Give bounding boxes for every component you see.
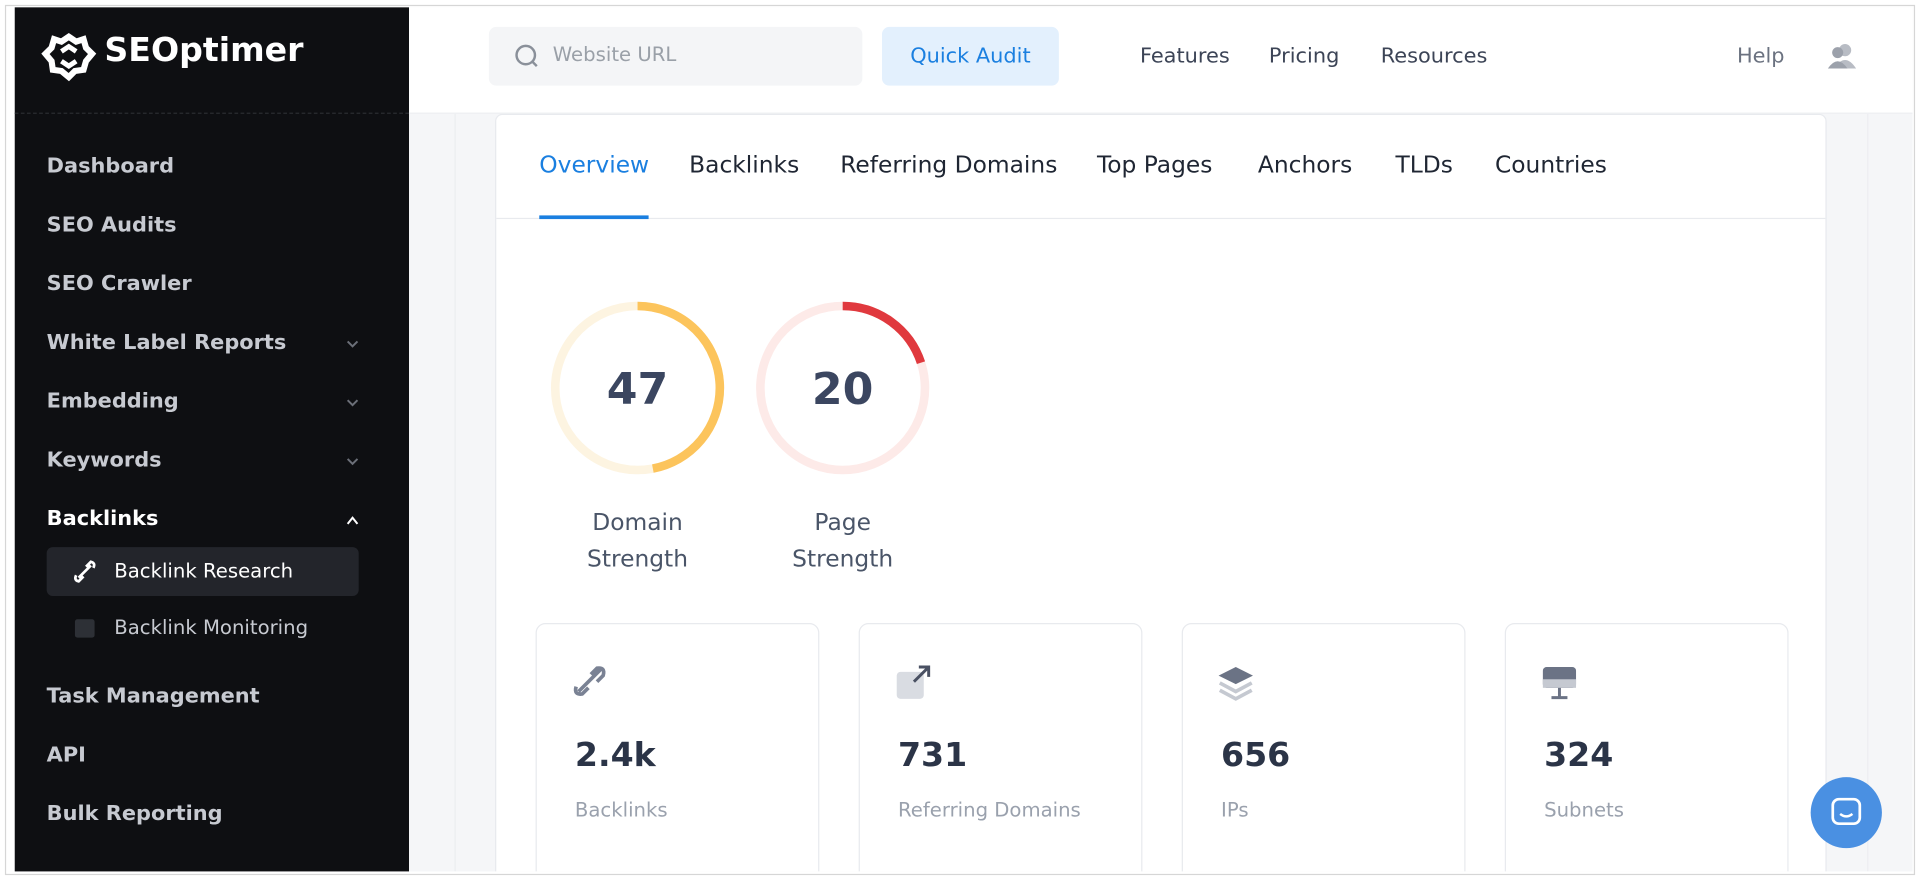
- tab[interactable]: TLDs: [1395, 151, 1453, 179]
- subitem-label[interactable]: Backlink Research: [114, 559, 294, 583]
- stat-value: 731: [897, 736, 968, 775]
- help-link[interactable]: Help: [1736, 44, 1785, 69]
- stat-icon: [573, 666, 606, 696]
- subitem-icon: [74, 560, 96, 583]
- nav-link[interactable]: Features: [1139, 44, 1230, 69]
- logo-icon: [41, 33, 97, 82]
- rule: [454, 112, 456, 872]
- content-card: Overview Backlinks Referring Domains Top Pa…: [495, 113, 1827, 872]
- chevron-path: [346, 340, 359, 348]
- sidebar-item[interactable]: Embedding: [46, 389, 179, 414]
- stat-card: 731 Referring Domains: [858, 622, 1143, 872]
- tab-divider: [496, 217, 1826, 220]
- subitem-icon: [74, 619, 95, 638]
- chevron[interactable]: [346, 339, 359, 349]
- sidebar-subitem[interactable]: Backlink Research: [46, 547, 359, 597]
- icon: [912, 665, 931, 683]
- link-icon: [74, 560, 96, 583]
- main: Website URL Quick Audit Features Pricing R…: [409, 7, 1913, 872]
- rule: [1867, 112, 1869, 872]
- stat-value: 656: [1221, 736, 1291, 775]
- sidebar-item[interactable]: Keywords: [46, 447, 162, 473]
- sidebar-item[interactable]: SEO Crawler: [46, 271, 192, 297]
- tab[interactable]: Overview: [539, 151, 650, 179]
- nav-link[interactable]: Resources: [1380, 44, 1488, 69]
- gauge-arc: [550, 301, 725, 475]
- search-box[interactable]: Website URL: [488, 26, 863, 86]
- gauge-label: Page Strength: [792, 509, 894, 573]
- brand[interactable]: SEOptimer: [104, 31, 304, 70]
- stat-icon: [1542, 667, 1577, 700]
- chart-icon: [74, 619, 95, 638]
- sidebar: SEOptimer Dashboard SEO Audits SEO Crawler…: [14, 7, 410, 872]
- chat-icon: [1831, 797, 1862, 826]
- sidebar-item[interactable]: Bulk Reporting: [46, 801, 223, 827]
- stat-card: 2.4k Backlinks: [535, 622, 820, 872]
- sidebar-item[interactable]: Backlinks: [46, 506, 159, 532]
- chevron-path: [346, 458, 359, 466]
- tab[interactable]: Backlinks: [689, 151, 800, 179]
- icon: [573, 666, 606, 696]
- icon: [1218, 667, 1253, 685]
- stat-label: Referring Domains: [897, 797, 1081, 822]
- icon: [1551, 687, 1568, 700]
- tab[interactable]: Anchors: [1257, 151, 1353, 179]
- frame: [4, 4, 1916, 876]
- sidebar-item[interactable]: Task Management: [46, 684, 260, 709]
- chevron[interactable]: [346, 515, 359, 525]
- gauge-label: Domain Strength: [587, 509, 689, 573]
- stat-icon: [896, 665, 931, 699]
- sidebar-item[interactable]: Dashboard: [46, 154, 175, 179]
- gauges: 47 20: [550, 301, 930, 475]
- chevron[interactable]: [346, 457, 359, 467]
- stat-label: Backlinks: [574, 797, 668, 822]
- subitem-label[interactable]: Backlink Monitoring: [114, 615, 309, 639]
- stat-label: Subnets: [1544, 797, 1625, 822]
- stat-label: IPs: [1221, 797, 1249, 822]
- gauge-value: 47: [607, 364, 669, 415]
- tab[interactable]: Top Pages: [1096, 151, 1213, 179]
- search-placeholder: Website URL: [552, 42, 677, 67]
- sidebar-subitem[interactable]: Backlink Monitoring: [47, 603, 359, 652]
- divider: [14, 112, 410, 114]
- tab-underline: [539, 215, 649, 220]
- stat-value: 324: [1544, 736, 1614, 775]
- quick-audit-button[interactable]: Quick Audit: [881, 26, 1059, 86]
- chat-button[interactable]: [1810, 777, 1882, 849]
- icon: [1218, 681, 1253, 701]
- gauge-value: 20: [812, 364, 874, 415]
- stat-card: 324 Subnets: [1504, 622, 1789, 872]
- gauge-track: [756, 301, 930, 475]
- chevron-path: [346, 516, 359, 525]
- nav-link[interactable]: Pricing: [1268, 44, 1340, 69]
- chevron-path: [346, 399, 359, 407]
- sidebar-item[interactable]: White Label Reports: [46, 330, 287, 355]
- user-icon[interactable]: [1827, 42, 1859, 71]
- sidebar-item[interactable]: API: [46, 742, 86, 768]
- stat-icon: [1218, 667, 1253, 701]
- tab[interactable]: Countries: [1494, 151, 1607, 179]
- stat-value: 2.4k: [574, 736, 656, 775]
- search-icon: [515, 44, 538, 67]
- chevron[interactable]: [346, 398, 359, 408]
- sidebar-item[interactable]: SEO Audits: [46, 212, 177, 238]
- topbar: Website URL Quick Audit Features Pricing R…: [409, 7, 1913, 114]
- stat-card: 656 IPs: [1181, 622, 1466, 872]
- tab[interactable]: Referring Domains: [840, 151, 1058, 179]
- icon: [1542, 679, 1577, 688]
